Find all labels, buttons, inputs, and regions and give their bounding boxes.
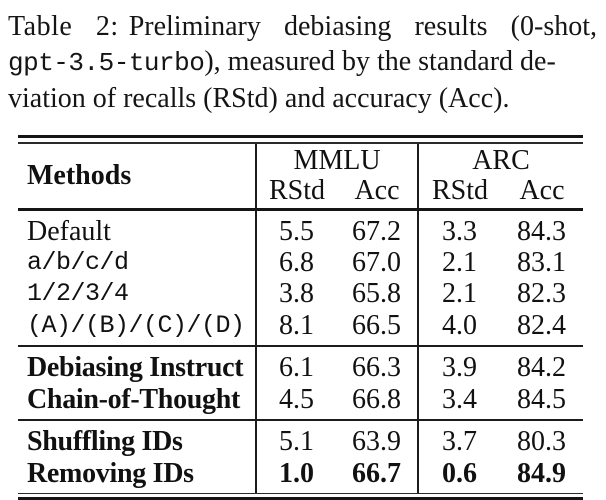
cell-arc-acc: 80.3: [517, 425, 566, 457]
mmlu-rstd-header: RStd: [268, 175, 326, 206]
caption-line2-text: ), measured by the standard de-: [204, 46, 556, 77]
table-row: Default 5.5 67.2 3.3 84.3: [18, 210, 583, 250]
cell-arc-acc: 84.5: [517, 383, 566, 415]
arc-rstd-header: RStd: [431, 175, 489, 206]
cell-mmlu-acc: 63.9: [352, 425, 401, 457]
cell-mmlu-rstd: 6.8: [255, 246, 336, 278]
cell-arc-rstd: 3.4: [417, 382, 500, 419]
cell-arc-rstd: 3.9: [417, 346, 500, 386]
cell-arc-acc: 84.2: [517, 351, 566, 383]
top-rule-thick: [18, 135, 583, 138]
cell-mmlu-acc: 67.2: [352, 215, 401, 247]
cell-mmlu-acc: 65.8: [352, 277, 401, 309]
caption-line-3: viation of recalls (RStd) and accuracy (…: [8, 83, 510, 114]
row-label: Default: [27, 215, 111, 247]
caption-line-1: Table 2: Preliminary debiasing results (0…: [8, 9, 597, 44]
table-caption: Table 2: Preliminary debiasing results (0…: [8, 9, 597, 116]
table-row: Chain-of-Thought 4.5 66.8 3.4 84.5: [18, 382, 583, 419]
cell-arc-rstd: 3.3: [417, 210, 500, 250]
group-header-arc: ARC RStd Acc: [417, 143, 583, 208]
row-label: Shuffling IDs: [27, 425, 183, 457]
row-label: 1/2/3/4: [27, 278, 129, 308]
cell-mmlu-rstd: 5.1: [255, 420, 336, 460]
table-row: Removing IDs 1.0 66.7 0.6 84.9: [18, 456, 583, 493]
section-id-manipulation: Shuffling IDs 5.1 63.9 3.7 80.3 Removing…: [18, 420, 583, 493]
caption-model-name: gpt-3.5-turbo: [8, 48, 205, 78]
section-prompting: Debiasing Instruct 6.1 66.3 3.9 84.2 Cha…: [18, 346, 583, 419]
results-table: Methods MMLU RStd Acc ARC RStd Acc Defau…: [18, 135, 583, 500]
section-divider-rule: [18, 344, 583, 347]
cell-mmlu-rstd: 8.1: [255, 308, 336, 345]
arc-label: ARC: [472, 145, 530, 176]
caption-line-2: gpt-3.5-turbo), measured by the standard…: [8, 44, 597, 81]
group-header-mmlu: MMLU RStd Acc: [255, 143, 417, 208]
table-row: Shuffling IDs 5.1 63.9 3.7 80.3: [18, 420, 583, 460]
cell-arc-acc: 83.1: [517, 246, 566, 278]
cell-mmlu-rstd: 3.8: [255, 277, 336, 309]
arc-acc-header: Acc: [519, 175, 565, 206]
cell-arc-acc: 84.3: [517, 215, 566, 247]
row-label: Removing IDs: [27, 457, 194, 489]
table-row: Debiasing Instruct 6.1 66.3 3.9 84.2: [18, 346, 583, 386]
section-baselines: Default 5.5 67.2 3.3 84.3 a/b/c/d 6.8 67…: [18, 210, 583, 345]
cell-mmlu-rstd: 4.5: [255, 382, 336, 419]
row-label: (A)/(B)/(C)/(D): [27, 310, 245, 340]
cell-mmlu-rstd: 1.0: [255, 456, 336, 493]
cell-mmlu-rstd: 5.5: [255, 210, 336, 250]
header-bottom-rule: [18, 207, 583, 211]
cell-mmlu-acc: 66.8: [352, 383, 401, 415]
mmlu-label: MMLU: [293, 145, 381, 176]
cell-mmlu-acc: 66.7: [352, 457, 401, 489]
cell-arc-acc: 82.4: [517, 309, 566, 341]
top-rule-thin: [18, 142, 583, 144]
mmlu-acc-header: Acc: [354, 175, 400, 206]
cell-mmlu-acc: 66.3: [352, 351, 401, 383]
cell-arc-acc: 82.3: [517, 277, 566, 309]
cell-mmlu-rstd: 6.1: [255, 346, 336, 386]
row-label: Chain-of-Thought: [27, 383, 241, 415]
caption-table-label: Table 2:: [8, 11, 119, 42]
section-divider-rule: [18, 418, 583, 421]
table-header-row: Methods MMLU RStd Acc ARC RStd Acc: [18, 143, 583, 208]
row-label: Debiasing Instruct: [27, 351, 244, 383]
cell-arc-rstd: 3.7: [417, 420, 500, 460]
cell-mmlu-acc: 66.5: [352, 309, 401, 341]
table-row: 1/2/3/4 3.8 65.8 2.1 82.3: [18, 277, 583, 309]
cell-arc-rstd: 4.0: [417, 308, 500, 345]
table-row: (A)/(B)/(C)/(D) 8.1 66.5 4.0 82.4: [18, 308, 583, 345]
methods-column-header: Methods: [27, 159, 132, 191]
cell-mmlu-acc: 67.0: [352, 246, 401, 278]
table-row: a/b/c/d 6.8 67.0 2.1 83.1: [18, 246, 583, 278]
caption-line1-text: Preliminary debiasing results (0-shot,: [128, 11, 597, 42]
cell-arc-rstd: 2.1: [417, 277, 500, 309]
cell-arc-acc: 84.9: [517, 457, 566, 489]
cell-arc-rstd: 0.6: [417, 456, 500, 493]
row-label: a/b/c/d: [27, 247, 129, 277]
cell-arc-rstd: 2.1: [417, 246, 500, 278]
